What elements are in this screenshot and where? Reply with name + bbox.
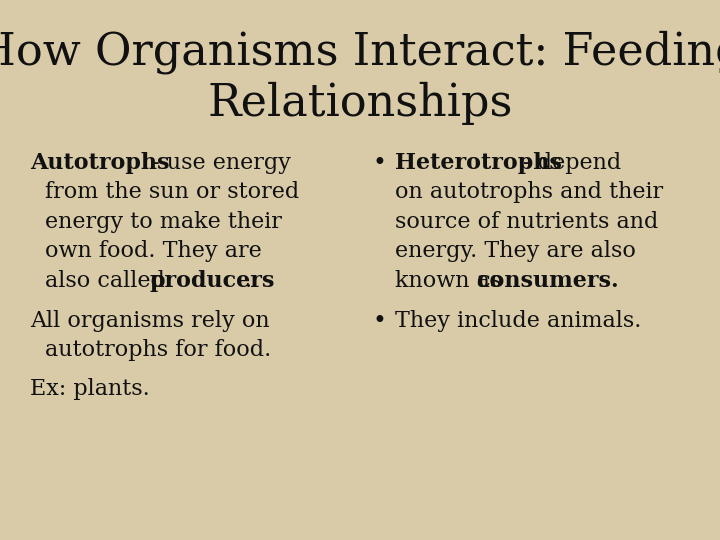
Text: known as: known as [395, 270, 508, 292]
Text: Autotrophs: Autotrophs [30, 152, 169, 174]
Text: - depend: - depend [523, 152, 621, 174]
Text: All organisms rely on: All organisms rely on [30, 309, 269, 332]
Text: - use energy: - use energy [152, 152, 291, 174]
Text: They include animals.: They include animals. [395, 309, 642, 332]
Text: •: • [372, 309, 386, 333]
Text: consumers.: consumers. [476, 270, 618, 292]
Text: Ex: plants.: Ex: plants. [30, 379, 150, 401]
Text: .: . [245, 270, 252, 292]
Text: Heterotrophs: Heterotrophs [395, 152, 562, 174]
Text: producers: producers [150, 270, 275, 292]
Text: •: • [372, 152, 386, 175]
Text: autotrophs for food.: autotrophs for food. [45, 339, 271, 361]
Text: source of nutrients and: source of nutrients and [395, 211, 658, 233]
Text: energy to make their: energy to make their [45, 211, 282, 233]
Text: energy. They are also: energy. They are also [395, 240, 636, 262]
Text: own food. They are: own food. They are [45, 240, 262, 262]
Text: also called: also called [45, 270, 172, 292]
Text: on autotrophs and their: on autotrophs and their [395, 181, 663, 204]
Text: from the sun or stored: from the sun or stored [45, 181, 300, 204]
Text: How Organisms Interact: Feeding: How Organisms Interact: Feeding [0, 30, 720, 73]
Text: Relationships: Relationships [207, 82, 513, 125]
